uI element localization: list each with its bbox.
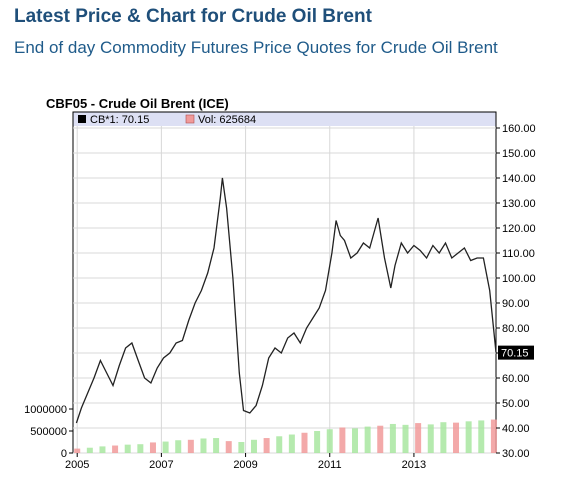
price-tick-label: 150.00 <box>502 148 536 160</box>
volume-bar <box>263 438 270 453</box>
volume-bars <box>74 419 497 453</box>
price-tick-label: 110.00 <box>502 248 535 260</box>
volume-bar <box>74 448 81 453</box>
volume-bar <box>301 432 308 453</box>
volume-bar <box>225 441 232 453</box>
volume-tick-label: 1000000 <box>24 404 67 416</box>
volume-bar <box>200 438 207 453</box>
volume-bar <box>453 422 460 453</box>
legend-swatch-volume <box>185 114 195 124</box>
price-tick-label: 120.00 <box>502 223 536 235</box>
price-tick-label: 90.00 <box>502 298 530 310</box>
volume-bar <box>352 428 358 453</box>
volume-bar <box>187 439 194 453</box>
legend-label-price: CB*1: 70.15 <box>90 114 149 126</box>
x-tick-label: 2005 <box>65 459 89 471</box>
volume-bar <box>377 425 384 453</box>
volume-bar <box>415 423 422 453</box>
price-tick-label: 140.00 <box>502 173 536 185</box>
volume-bar <box>250 439 257 453</box>
plot-frame <box>72 111 497 454</box>
volume-bar <box>490 419 497 453</box>
volume-bar <box>440 422 447 453</box>
page-title: Latest Price & Chart for Crude Oil Brent <box>14 6 372 27</box>
volume-bar <box>339 427 346 453</box>
chart-svg: CBF05 - Crude Oil Brent (ICE) CB*1: 70.1… <box>24 96 536 471</box>
legend-swatch-price <box>78 115 86 123</box>
volume-bar <box>427 424 434 453</box>
volume-bar <box>402 424 409 453</box>
volume-bar <box>465 421 472 453</box>
x-tick-label: 2009 <box>233 459 257 471</box>
price-tick-label: 60.00 <box>502 373 530 385</box>
volume-bar <box>238 442 245 453</box>
price-axis: 30.0040.0050.0060.0070.0080.0090.00100.0… <box>496 123 536 460</box>
volume-bar <box>326 429 333 453</box>
page-subtitle: End of day Commodity Futures Price Quote… <box>14 38 498 57</box>
legend-bar <box>73 112 496 126</box>
volume-bar <box>276 436 283 453</box>
volume-bar <box>314 431 321 453</box>
volume-bar <box>213 438 220 453</box>
last-value-box <box>498 345 534 360</box>
x-tick-label: 2013 <box>402 459 426 471</box>
price-tick-label: 80.00 <box>502 323 530 335</box>
price-line <box>75 177 497 424</box>
last-value-marker: 70.15 <box>498 345 534 360</box>
legend-label-volume: Vol: 625684 <box>198 114 256 126</box>
price-tick-label: 100.00 <box>502 273 536 285</box>
price-chart: CBF05 - Crude Oil Brent (ICE) CB*1: 70.1… <box>0 90 576 480</box>
volume-bar <box>162 441 169 453</box>
volume-bar <box>175 440 182 453</box>
volume-bar <box>99 446 106 453</box>
x-axis: 2005 2007 2009 2011 2013 <box>65 453 426 471</box>
x-tick-label: 2007 <box>149 459 173 471</box>
price-tick-label: 160.00 <box>502 123 536 135</box>
volume-tick-label: 0 <box>61 448 67 460</box>
volume-bar <box>389 423 396 453</box>
price-tick-label: 40.00 <box>502 423 530 435</box>
last-value-label: 70.15 <box>501 348 529 360</box>
price-series <box>75 177 497 424</box>
grid <box>73 126 496 454</box>
volume-bar <box>288 434 295 453</box>
x-tick-label: 2011 <box>318 459 342 471</box>
volume-bar <box>112 445 119 453</box>
volume-bar <box>124 444 131 453</box>
price-tick-label: 30.00 <box>502 448 530 460</box>
volume-axis: 0 500000 1000000 <box>24 404 73 460</box>
volume-bar <box>364 426 371 453</box>
price-tick-label: 130.00 <box>502 198 536 210</box>
price-tick-label: 50.00 <box>502 398 530 410</box>
volume-bar <box>149 442 156 453</box>
volume-tick-label: 500000 <box>30 426 67 438</box>
chart-title: CBF05 - Crude Oil Brent (ICE) <box>46 96 229 111</box>
volume-bar <box>478 420 485 453</box>
volume-bar <box>86 447 93 453</box>
volume-bar <box>137 444 144 453</box>
